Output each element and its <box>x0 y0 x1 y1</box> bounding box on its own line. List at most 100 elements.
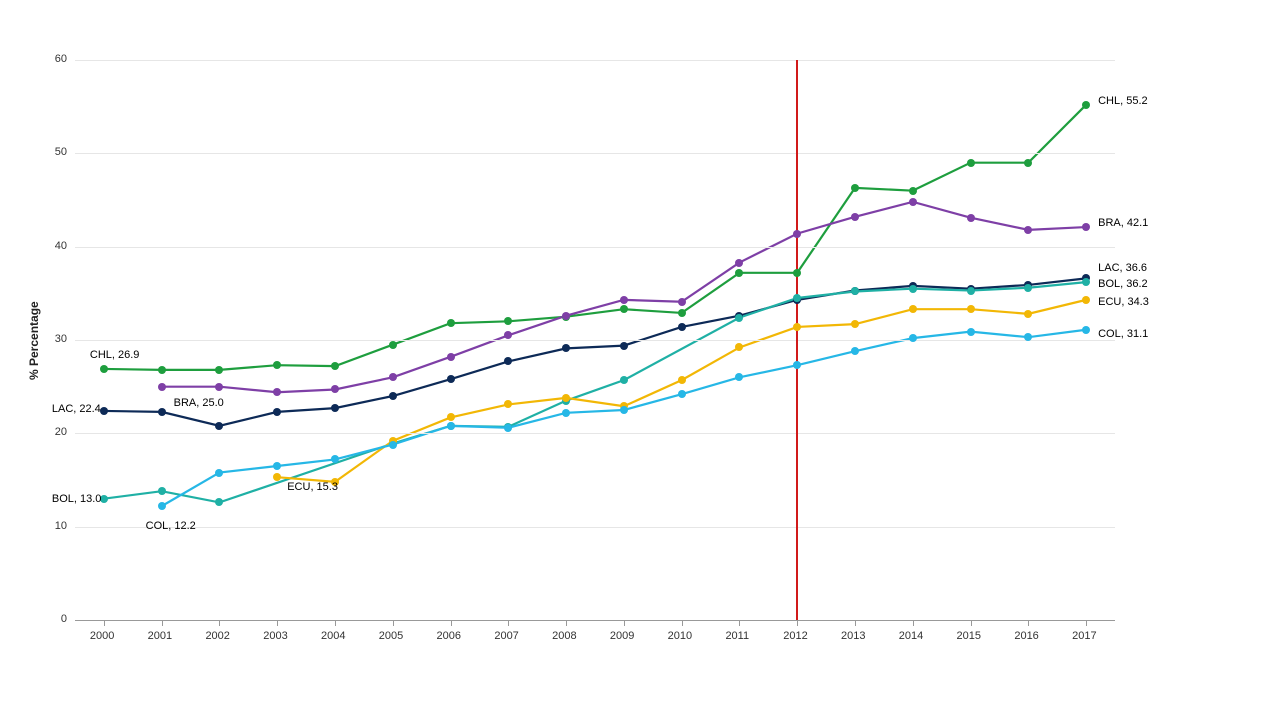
data-point <box>389 392 397 400</box>
series-end-label-col: COL, 31.1 <box>1098 328 1148 340</box>
data-point <box>1024 226 1032 234</box>
data-point <box>447 422 455 430</box>
series-start-label-chl: CHL, 26.9 <box>90 349 140 361</box>
data-point <box>851 213 859 221</box>
x-tick <box>219 620 220 626</box>
data-point <box>678 390 686 398</box>
data-point <box>1082 296 1090 304</box>
data-point <box>851 184 859 192</box>
series-start-label-bra: BRA, 25.0 <box>174 397 224 409</box>
data-point <box>100 407 108 415</box>
data-point <box>1082 278 1090 286</box>
data-point <box>158 383 166 391</box>
data-point <box>620 296 628 304</box>
data-point <box>215 498 223 506</box>
series-line-chl <box>104 105 1086 370</box>
x-tick <box>739 620 740 626</box>
data-point <box>735 269 743 277</box>
x-tick <box>624 620 625 626</box>
data-point <box>562 312 570 320</box>
x-tick-label: 2017 <box>1072 630 1096 642</box>
data-point <box>793 323 801 331</box>
y-tick-label: 10 <box>55 520 67 532</box>
x-tick-label: 2015 <box>957 630 981 642</box>
x-tick-label: 2010 <box>668 630 692 642</box>
x-axis <box>75 620 1115 621</box>
x-tick <box>1086 620 1087 626</box>
x-tick <box>682 620 683 626</box>
y-tick-label: 60 <box>55 53 67 65</box>
plot-area <box>75 60 1115 620</box>
data-point <box>389 341 397 349</box>
series-start-label-col: COL, 12.2 <box>146 520 196 532</box>
x-tick-label: 2001 <box>148 630 172 642</box>
data-point <box>331 362 339 370</box>
x-tick-label: 2005 <box>379 630 403 642</box>
data-point <box>447 375 455 383</box>
data-point <box>1024 284 1032 292</box>
data-point <box>1082 223 1090 231</box>
data-point <box>909 187 917 195</box>
data-point <box>562 394 570 402</box>
data-point <box>100 365 108 373</box>
x-tick-label: 2014 <box>899 630 923 642</box>
y-tick-label: 20 <box>55 426 67 438</box>
gridline <box>75 433 1115 434</box>
data-point <box>273 361 281 369</box>
data-point <box>735 259 743 267</box>
x-tick <box>508 620 509 626</box>
line-chart: % Percentage 010203040506020002001200220… <box>0 0 1280 720</box>
x-tick <box>797 620 798 626</box>
x-tick-label: 2012 <box>783 630 807 642</box>
data-point <box>909 305 917 313</box>
data-point <box>504 400 512 408</box>
x-tick-label: 2009 <box>610 630 634 642</box>
data-point <box>851 347 859 355</box>
data-point <box>504 317 512 325</box>
series-end-label-chl: CHL, 55.2 <box>1098 95 1148 107</box>
series-start-label-ecu: ECU, 15.3 <box>287 481 338 493</box>
data-point <box>1082 101 1090 109</box>
gridline <box>75 60 1115 61</box>
data-point <box>678 323 686 331</box>
data-point <box>215 383 223 391</box>
data-point <box>678 298 686 306</box>
x-tick-label: 2003 <box>263 630 287 642</box>
x-tick <box>451 620 452 626</box>
x-tick <box>277 620 278 626</box>
data-point <box>967 328 975 336</box>
data-point <box>678 376 686 384</box>
x-tick-label: 2002 <box>205 630 229 642</box>
data-point <box>620 305 628 313</box>
data-point <box>504 331 512 339</box>
y-tick-label: 50 <box>55 146 67 158</box>
y-axis-title: % Percentage <box>27 301 41 380</box>
data-point <box>620 406 628 414</box>
x-tick <box>393 620 394 626</box>
data-point <box>851 287 859 295</box>
y-tick-label: 40 <box>55 240 67 252</box>
series-end-label-lac: LAC, 36.6 <box>1098 262 1147 274</box>
data-point <box>562 409 570 417</box>
data-point <box>331 404 339 412</box>
data-point <box>1024 159 1032 167</box>
data-point <box>967 287 975 295</box>
reference-line <box>796 60 798 620</box>
x-tick <box>162 620 163 626</box>
data-point <box>793 361 801 369</box>
x-tick-label: 2011 <box>725 630 749 642</box>
x-tick <box>566 620 567 626</box>
data-point <box>447 319 455 327</box>
data-point <box>967 214 975 222</box>
data-point <box>1082 326 1090 334</box>
x-tick-label: 2008 <box>552 630 576 642</box>
x-tick <box>104 620 105 626</box>
gridline <box>75 340 1115 341</box>
data-point <box>273 473 281 481</box>
data-point <box>331 385 339 393</box>
data-point <box>793 230 801 238</box>
data-point <box>851 320 859 328</box>
x-tick-label: 2006 <box>437 630 461 642</box>
data-point <box>793 294 801 302</box>
data-point <box>447 413 455 421</box>
